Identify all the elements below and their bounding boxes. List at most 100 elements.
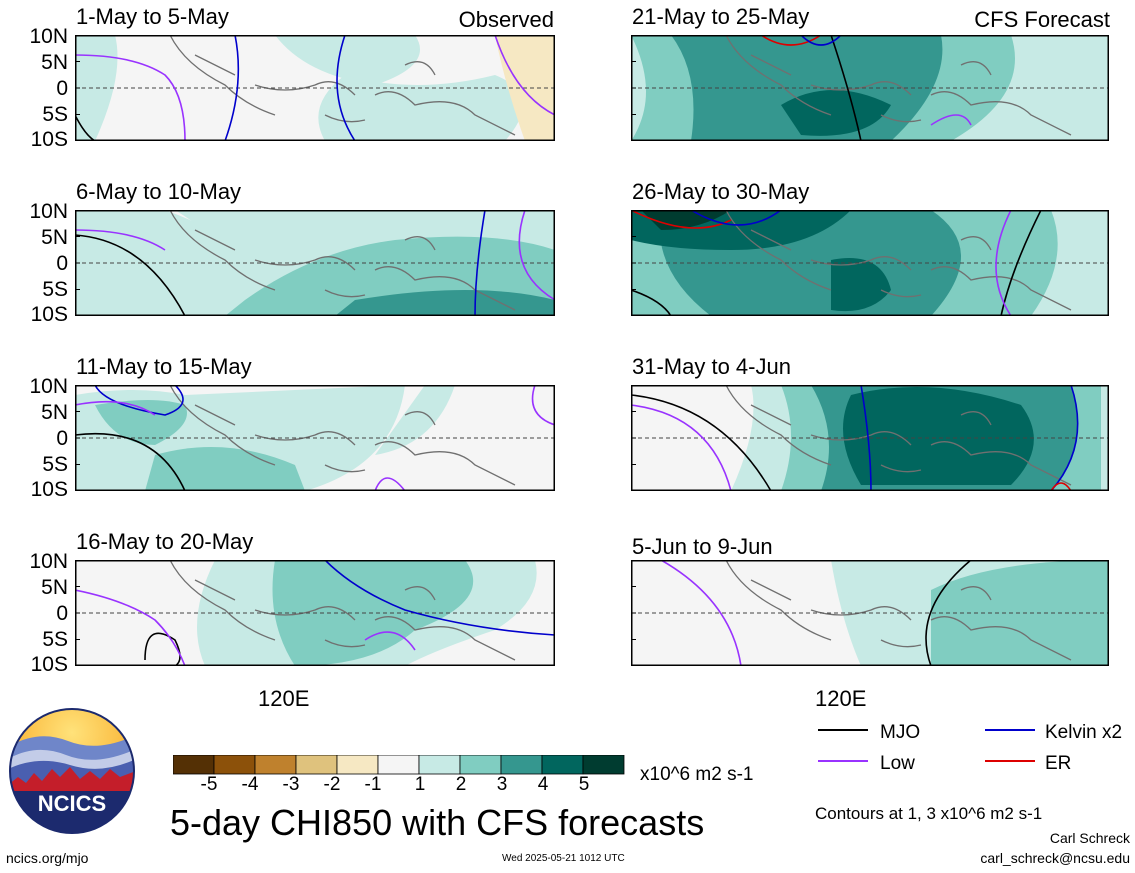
colorbar-swatch: [541, 755, 584, 775]
colorbar-swatch: [336, 755, 379, 775]
anomaly-region: [335, 290, 555, 316]
colorbar-tick: -5: [200, 774, 218, 795]
lat-tick: 10N: [29, 25, 68, 48]
contour-low: [631, 404, 732, 491]
contour-mjo: [925, 560, 972, 666]
lat-tick: 10S: [30, 478, 68, 501]
lon-tick-right: 120E: [815, 686, 867, 711]
footer-author: Carl Schreck: [1049, 830, 1130, 846]
map-panel-1: [75, 35, 555, 141]
map-panel-4: [75, 560, 555, 666]
contour-kelvin: [336, 35, 356, 141]
lat-tick: 10N: [29, 200, 68, 223]
legend-label-low: Low: [880, 753, 915, 774]
colorbar-tick: -3: [282, 774, 300, 795]
lat-tick: 5S: [42, 278, 68, 301]
lat-tick: 5N: [41, 51, 68, 74]
lat-tick: 10S: [30, 303, 68, 326]
contours-note: Contours at 1, 3 x10^6 m2 s-1: [815, 804, 1043, 823]
colorbar-tick: 2: [455, 774, 467, 795]
panel-title-2: 6-May to 10-May: [76, 179, 242, 204]
footer-email: carl_schreck@ncsu.edu: [980, 850, 1130, 866]
contour-kelvin: [800, 35, 842, 46]
map-panel-8: [631, 560, 1109, 666]
panel-title-1: 1-May to 5-May: [76, 4, 229, 29]
contour-mjo: [631, 394, 772, 491]
coastline: [169, 210, 516, 311]
colorbar-swatch: [500, 755, 543, 775]
anomaly-region: [831, 258, 891, 312]
lat-tick: 0: [56, 602, 68, 625]
lat-tick: 0: [56, 77, 68, 100]
lat-tick: 5S: [42, 628, 68, 651]
contour-kelvin: [324, 560, 555, 636]
colorbar-swatch: [295, 755, 338, 775]
observed-label: Observed: [458, 7, 554, 32]
colorbar-swatch: [377, 755, 420, 775]
footer-url[interactable]: ncics.org/mjo: [6, 850, 89, 866]
contour-low: [660, 560, 742, 666]
contour-low: [930, 114, 972, 126]
contour-mjo: [1000, 210, 1042, 316]
map-panel-2: [75, 210, 555, 316]
lat-tick: 0: [56, 427, 68, 450]
colorbar-tick: 1: [414, 774, 426, 795]
footer-timestamp: Wed 2025-05-21 1012 UTC: [502, 853, 625, 864]
lat-tick: 5N: [41, 401, 68, 424]
contour-kelvin: [224, 35, 240, 141]
coastline: [169, 385, 516, 486]
colorbar-swatch: [254, 755, 297, 775]
contour-mjo: [75, 432, 186, 491]
contour-low: [75, 229, 166, 251]
panel-title-8: 5-Jun to 9-Jun: [632, 534, 773, 559]
lat-tick: 5N: [41, 576, 68, 599]
lat-tick: 10S: [30, 128, 68, 151]
legend-line-kelvin: [985, 729, 1035, 731]
coastline: [725, 35, 1072, 136]
legend-label-kelvin: Kelvin x2: [1045, 722, 1123, 743]
contour-er: [1050, 482, 1072, 491]
contour-mjo: [144, 632, 181, 666]
contour-low: [518, 210, 555, 301]
legend-line-low: [818, 760, 868, 762]
colorbar-swatch: [173, 755, 215, 775]
contour-low: [374, 477, 406, 491]
coastline: [725, 210, 1072, 311]
legend-label-mjo: MJO: [880, 722, 921, 743]
contour-mjo: [75, 234, 186, 316]
contour-kelvin: [1050, 385, 1079, 491]
lat-tick: 10N: [29, 550, 68, 573]
colorbar-tick: -2: [323, 774, 341, 795]
anomaly-region: [375, 385, 455, 455]
contour-kelvin: [94, 385, 184, 416]
lat-tick: 5N: [41, 226, 68, 249]
colorbar-tick: -4: [241, 774, 259, 795]
colorbar-swatch: [418, 755, 461, 775]
anomaly-region: [641, 210, 731, 230]
contour-low: [494, 35, 555, 116]
colorbar-swatch: [213, 755, 256, 775]
colorbar-tick: -1: [364, 774, 382, 795]
legend-line-mjo: [818, 729, 868, 731]
colorbar-swatch: [582, 755, 625, 775]
legend-line-er: [985, 760, 1035, 762]
lat-tick: 10N: [29, 375, 68, 398]
forecast-label: CFS Forecast: [974, 7, 1110, 32]
contour-low: [75, 54, 186, 141]
lat-tick: 5S: [42, 453, 68, 476]
contour-low: [75, 589, 186, 666]
contour-mjo: [631, 289, 672, 316]
contour-low: [531, 385, 555, 426]
contour-kelvin: [690, 210, 782, 226]
anomaly-region: [145, 447, 305, 491]
anomaly-region: [781, 90, 891, 136]
coastline: [169, 560, 516, 661]
coastline: [725, 560, 1072, 661]
map-panel-6: [631, 210, 1109, 316]
contour-low: [364, 631, 416, 651]
contour-low: [995, 210, 1012, 316]
colorbar-swatch: [459, 755, 502, 775]
logo-text: NCICS: [38, 791, 106, 816]
contour-kelvin: [474, 210, 486, 316]
anomaly-region: [318, 75, 523, 141]
